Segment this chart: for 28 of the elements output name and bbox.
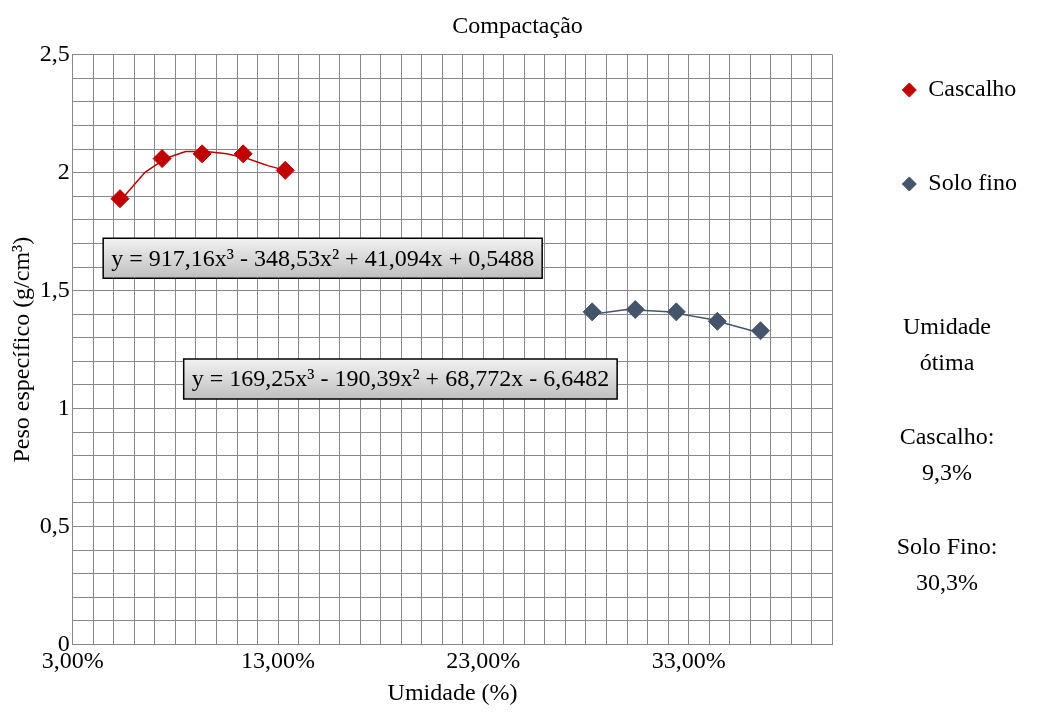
point: [625, 300, 645, 320]
point: [233, 144, 253, 164]
point: [666, 302, 686, 322]
x-tick-label: 23,00%: [446, 647, 521, 674]
point: [750, 321, 770, 341]
legend-label: Cascalho: [928, 75, 1017, 102]
x-tick-label: 33,00%: [651, 647, 726, 674]
point: [152, 149, 172, 169]
y-tick-label: 2: [57, 158, 70, 185]
text: Umidade ótima: [903, 313, 991, 376]
text: Cascalho: 9,3%: [899, 423, 995, 486]
y-tick-label: 1: [57, 393, 70, 420]
y-tick-label: 0,5: [39, 511, 70, 538]
point: [707, 311, 727, 331]
y-tick-label: 2,5: [39, 40, 70, 67]
chart-title: Compactação: [452, 11, 583, 38]
annotation: y = 169,25x³ - 190,39x² + 68,772x - 6,6482: [191, 365, 610, 392]
y-axis-title: Peso específico (g/cm³): [7, 236, 34, 463]
point: [275, 160, 295, 180]
legend-label: Solo fino: [928, 169, 1018, 196]
annotation: y = 917,16x³ - 348,53x² + 41,094x + 0,5488: [111, 244, 535, 271]
x-axis-title: Umidade (%): [387, 678, 518, 705]
point: [582, 302, 602, 322]
y-tick-label: 1,5: [39, 275, 70, 302]
point: [110, 189, 130, 209]
text: Solo Fino: 30,3%: [896, 533, 998, 596]
x-tick-label: 13,00%: [241, 647, 316, 674]
point: [192, 144, 212, 164]
